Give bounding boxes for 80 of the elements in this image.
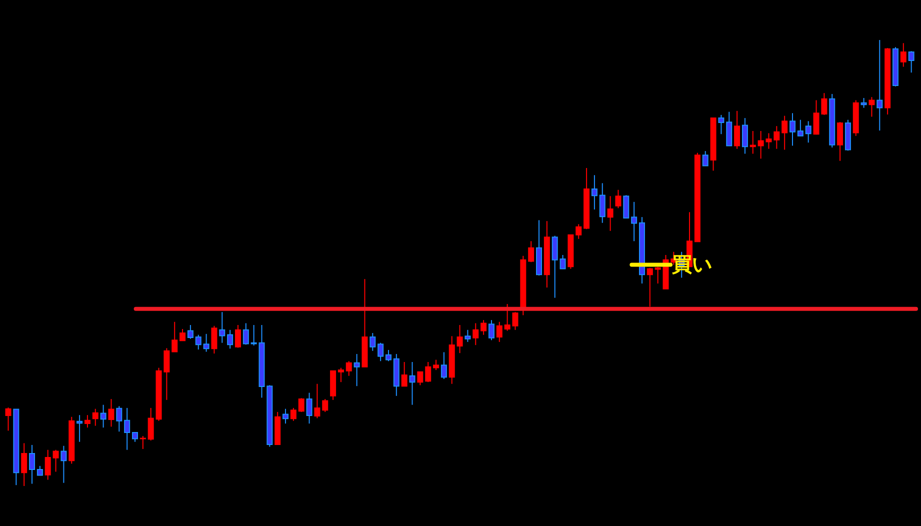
candlestick xyxy=(425,362,432,383)
candlestick xyxy=(591,174,598,210)
candlestick xyxy=(702,150,708,166)
candlestick xyxy=(488,320,494,341)
candlestick xyxy=(234,324,241,348)
candlestick xyxy=(322,398,328,412)
candlestick xyxy=(92,408,98,426)
candlestick xyxy=(21,442,28,486)
candlestick xyxy=(417,371,424,386)
candlestick xyxy=(782,115,788,150)
candlestick xyxy=(552,235,558,298)
candlestick xyxy=(60,445,67,484)
candlestick xyxy=(36,465,43,476)
candlestick xyxy=(868,96,875,118)
candlestick xyxy=(211,325,218,354)
candlestick xyxy=(599,182,606,224)
candlestick xyxy=(718,114,724,135)
candlestick xyxy=(726,111,732,146)
candlestick xyxy=(464,329,471,342)
candlestick xyxy=(180,328,186,342)
candlestick xyxy=(433,359,440,371)
candlestick xyxy=(742,118,748,154)
candlestick xyxy=(108,398,114,428)
candlestick xyxy=(306,392,312,424)
candlestick xyxy=(385,349,392,362)
candlestick xyxy=(908,50,914,74)
candlestick xyxy=(528,240,534,263)
candlestick xyxy=(314,383,320,419)
candlestick xyxy=(440,352,447,380)
candlestick xyxy=(654,266,661,284)
candlestick xyxy=(242,322,249,346)
candlestick xyxy=(837,122,844,162)
candlestick xyxy=(560,254,566,270)
candlestick xyxy=(5,407,12,432)
candlestick xyxy=(76,414,83,442)
candlestick xyxy=(282,408,289,424)
candlestick xyxy=(378,342,384,362)
candlestick xyxy=(52,449,59,472)
candlestick xyxy=(790,112,796,146)
candlestick xyxy=(615,189,622,209)
candlestick xyxy=(195,334,202,350)
candlestick xyxy=(124,407,130,450)
candlestick xyxy=(44,449,51,480)
candlestick xyxy=(750,130,756,154)
candlestick xyxy=(298,398,304,412)
candlestick xyxy=(409,362,416,406)
candlestick xyxy=(84,414,90,428)
candlestick xyxy=(132,432,138,442)
candlestick xyxy=(227,329,234,350)
candlestick xyxy=(623,194,630,218)
candlestick xyxy=(805,120,812,144)
candlestick xyxy=(576,224,582,240)
candlestick xyxy=(631,201,638,242)
candlestick xyxy=(290,407,296,422)
candlestick xyxy=(148,407,154,442)
candlestick xyxy=(338,367,344,383)
candlestick xyxy=(774,126,780,150)
candlestick xyxy=(116,406,122,432)
candlestick xyxy=(876,40,883,132)
candlestick xyxy=(472,322,479,346)
candlestick xyxy=(370,332,376,352)
candlestick xyxy=(607,196,614,232)
candlestick xyxy=(172,321,178,352)
candlestick xyxy=(496,321,502,342)
candlestick xyxy=(187,324,194,340)
candlestick xyxy=(219,312,226,344)
candlestick xyxy=(100,404,106,428)
candlestick xyxy=(346,360,352,376)
candlestick xyxy=(354,353,360,387)
candlestick xyxy=(860,97,867,108)
candlestick xyxy=(401,362,408,387)
candlestick xyxy=(203,333,210,352)
candlestick xyxy=(456,324,463,354)
candlestick xyxy=(900,42,906,68)
candlestick xyxy=(734,110,740,150)
candlestick xyxy=(480,320,487,336)
ref-line-label: 買い xyxy=(671,252,712,276)
candlestick xyxy=(646,267,653,308)
candlestick xyxy=(797,119,804,136)
candlestick xyxy=(29,444,36,484)
